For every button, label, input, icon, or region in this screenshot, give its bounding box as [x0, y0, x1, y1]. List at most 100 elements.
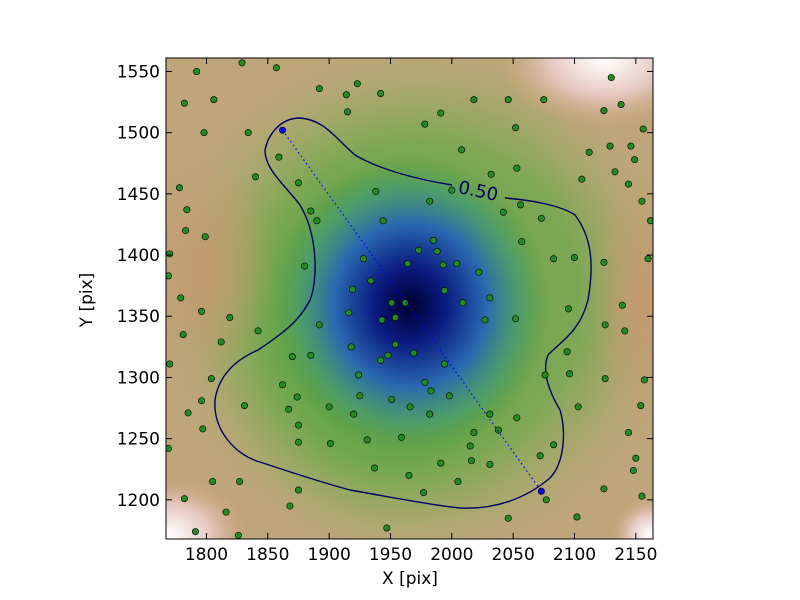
scatter-point — [606, 142, 614, 150]
scatter-point — [420, 488, 428, 496]
scatter-point — [578, 175, 586, 183]
scatter-point — [315, 321, 323, 329]
scatter-point — [481, 316, 489, 324]
scatter-point — [621, 327, 629, 335]
y-tick-label: 1400 — [117, 246, 160, 266]
scatter-point — [458, 146, 466, 154]
scatter-point — [279, 381, 287, 389]
y-tick-label: 1450 — [117, 185, 160, 205]
scatter-point — [454, 477, 462, 485]
scatter-point — [294, 179, 302, 187]
scatter-point — [466, 442, 474, 450]
scatter-point — [207, 375, 215, 383]
scatter-point — [272, 64, 280, 72]
scatter-point — [294, 438, 302, 446]
scatter-point — [401, 299, 409, 307]
scatter-point — [372, 187, 380, 195]
scatter-point — [353, 80, 361, 88]
scatter-point — [199, 425, 207, 433]
connector-line — [282, 129, 542, 492]
scatter-point — [542, 496, 550, 504]
scatter-point — [433, 247, 441, 255]
scatter-point — [421, 120, 429, 128]
scatter-point — [356, 392, 364, 400]
x-tick-label: 1850 — [246, 545, 289, 565]
scatter-point — [279, 126, 287, 134]
scatter-point — [383, 524, 391, 532]
scatter-point — [344, 108, 352, 116]
x-tick-label: 1900 — [308, 545, 351, 565]
scatter-point — [378, 316, 386, 324]
scatter-point — [536, 452, 544, 460]
scatter-point — [180, 495, 188, 503]
scatter-point — [301, 262, 309, 270]
scatter-point — [404, 260, 412, 268]
scatter-point — [179, 331, 187, 339]
scatter-point — [294, 421, 302, 429]
scatter-point — [494, 426, 502, 434]
scatter-point — [537, 487, 545, 495]
scatter-point — [504, 96, 512, 104]
scatter-point — [222, 508, 230, 516]
scatter-point — [647, 217, 653, 225]
scatter-point — [426, 197, 434, 205]
scatter-point — [307, 351, 315, 359]
scatter-point — [350, 410, 358, 418]
scatter-point — [487, 170, 495, 178]
scatter-point — [601, 321, 609, 329]
scatter-point — [177, 294, 185, 302]
scatter-point — [541, 371, 549, 379]
scatter-point — [600, 107, 608, 115]
scatter-point — [439, 261, 447, 269]
scatter-point — [607, 74, 615, 82]
scatter-point — [348, 285, 356, 293]
scatter-point — [540, 96, 548, 104]
scatter-point — [470, 429, 478, 437]
scatter-point — [627, 142, 635, 150]
scatter-point — [638, 197, 646, 205]
scatter-point — [238, 59, 246, 67]
scatter-point — [384, 351, 392, 359]
scatter-point — [371, 464, 379, 472]
scatter-point — [426, 410, 434, 418]
x-tick-label: 1950 — [369, 545, 412, 565]
scatter-point — [445, 392, 453, 400]
scatter-point — [406, 403, 414, 411]
scatter-point — [183, 206, 191, 214]
scatter-point — [573, 513, 581, 521]
scatter-point — [200, 129, 208, 137]
scatter-point — [286, 502, 294, 510]
scatter-point — [611, 168, 619, 176]
scatter-point — [313, 217, 321, 225]
scatter-point — [180, 99, 188, 107]
y-axis-label: Y [pix] — [77, 273, 97, 329]
x-tick-label: 2150 — [614, 545, 657, 565]
scatter-point — [600, 258, 608, 266]
scatter-point — [198, 307, 206, 315]
scatter-point — [410, 349, 418, 357]
y-tick-label: 1300 — [117, 368, 160, 388]
scatter-point — [518, 238, 526, 246]
scatter-point — [564, 305, 572, 313]
scatter-point — [437, 459, 445, 467]
scatter-point — [363, 436, 371, 444]
y-tick-label: 1350 — [117, 307, 160, 327]
scatter-point — [486, 460, 494, 468]
scatter-point — [513, 164, 521, 172]
scatter-point — [459, 299, 467, 307]
scatter-point — [640, 376, 648, 384]
scatter-point — [618, 301, 626, 309]
scatter-point — [377, 356, 385, 364]
scatter-point — [405, 471, 413, 479]
scatter-point — [566, 370, 574, 378]
scatter-point — [391, 313, 399, 321]
scatter-point — [182, 227, 190, 235]
scatter-point — [429, 236, 437, 244]
scatter-point — [415, 246, 423, 254]
scatter-point — [624, 180, 632, 188]
scatter-point — [486, 294, 494, 302]
scatter-point — [166, 360, 174, 368]
scatter-point — [175, 184, 183, 192]
scatter-point — [288, 353, 296, 361]
scatter-point — [601, 375, 609, 383]
